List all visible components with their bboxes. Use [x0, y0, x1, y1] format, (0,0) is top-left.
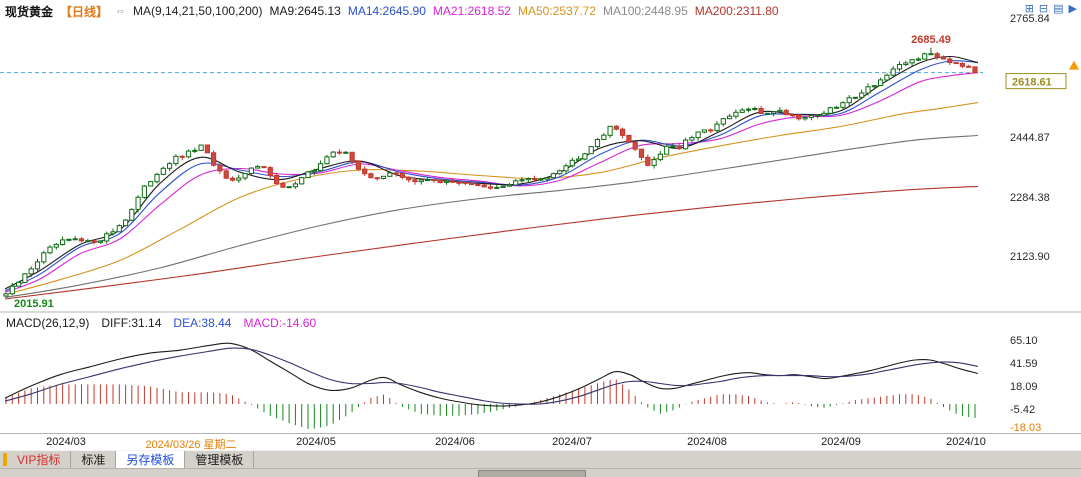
svg-text:2765.84: 2765.84 [1010, 13, 1050, 25]
ma21-value-label: MA21:2618.52 [432, 4, 511, 18]
link-icon[interactable]: ⇔ [115, 5, 127, 17]
svg-text:2123.90: 2123.90 [1010, 251, 1050, 263]
x-axis-label-2024-10: 2024/10 [946, 436, 986, 448]
tab-vip-indicator[interactable]: VIP指标 [7, 451, 72, 468]
macd-params-label: MACD(26,12,9) [6, 316, 90, 330]
macd-header: MACD(26,12,9) DIFF:31.14 DEA:38.44 MACD:-14… [6, 316, 316, 330]
price-direction-arrow-icon [1069, 60, 1079, 70]
ma-values-group: MA9:2645.13 MA14:2645.90 MA21:2618.52 MA50:… [269, 4, 785, 18]
main-chart[interactable]: 2685.49 2015.91 2765.84 2444.87 2284.38 2123.… [0, 0, 1081, 434]
diff-value-label: DIFF:31.14 [101, 316, 162, 330]
header-toolbar: ⊞ ⊟ ▤ ▶ [1025, 3, 1077, 15]
diff-line [4, 342, 979, 407]
macd-axis: 65.10 41.59 18.09 -5.42 -18.03 [1010, 335, 1041, 434]
ma50-line [4, 102, 979, 296]
svg-text:18.09: 18.09 [1010, 381, 1038, 393]
horizontal-scrollbar[interactable] [0, 468, 1081, 477]
x-axis-labels: 2024/03 2024/03/26 星期二 2024/05 2024/06 2024/… [0, 436, 1081, 451]
ma14-line [4, 60, 979, 292]
multi-chart-icon[interactable]: ⊟ [1038, 3, 1049, 15]
svg-text:65.10: 65.10 [1010, 335, 1038, 347]
macd-histogram [5, 379, 976, 429]
x-axis-label-2024-09: 2024/09 [821, 436, 861, 448]
current-price-tag: 2618.61 [1005, 60, 1079, 90]
x-axis-label-2024-08: 2024/08 [687, 436, 727, 448]
price-axis: 2765.84 2444.87 2284.38 2123.90 [1010, 13, 1050, 263]
x-axis-label-2024-06: 2024/06 [435, 436, 475, 448]
svg-text:-5.42: -5.42 [1010, 404, 1035, 416]
scrollbar-thumb[interactable] [478, 470, 586, 477]
ma-lines [4, 55, 979, 300]
ma100-value-label: MA100:2448.95 [603, 4, 688, 18]
ma-settings-label[interactable]: MA(9,14,21,50,100,200) [133, 4, 263, 18]
svg-text:2618.61: 2618.61 [1012, 77, 1052, 89]
list-view-icon[interactable]: ▤ [1053, 3, 1064, 15]
tile-grid-icon[interactable]: ⊞ [1024, 3, 1034, 15]
ma200-value-label: MA200:2311.80 [694, 4, 779, 18]
x-axis-label-2024-03: 2024/03 [46, 436, 86, 448]
dea-line [4, 347, 979, 405]
tab-accent-marker [3, 453, 7, 466]
symbol-name[interactable]: 现货黄金 [5, 4, 54, 19]
template-tabbar: VIP指标 标准 另存模板 管理模板 [0, 450, 1081, 468]
ma50-value-label: MA50:2537.72 [517, 4, 597, 18]
period-label[interactable]: 【日线】 [60, 4, 109, 19]
macd-value-label: MACD:-14.60 [243, 316, 317, 330]
x-axis-label-2024-05: 2024/05 [296, 436, 336, 448]
x-axis-label-2024-07: 2024/07 [552, 436, 592, 448]
ma100-line [4, 134, 979, 299]
collapse-panel-icon[interactable]: ▶ [1068, 3, 1077, 15]
chart-header: 现货黄金 【日线】 ⇔ MA(9,14,21,50,100,200) MA9:2… [5, 2, 1081, 20]
ma14-value-label: MA14:2645.90 [347, 4, 426, 18]
tab-standard[interactable]: 标准 [71, 451, 117, 468]
high-price-annotation: 2685.49 [911, 34, 951, 46]
ma9-line [4, 55, 979, 290]
ma9-value-label: MA9:2645.13 [269, 4, 341, 18]
svg-text:2444.87: 2444.87 [1010, 132, 1050, 144]
selected-date-label: 2024/03/26 星期二 [145, 439, 237, 451]
low-price-annotation: 2015.91 [14, 298, 54, 310]
candlestick-series [3, 47, 978, 297]
svg-text:2284.38: 2284.38 [1010, 192, 1050, 204]
tab-manage-template[interactable]: 管理模板 [185, 451, 255, 468]
ma200-line [4, 185, 979, 300]
macd-bottom-value: -18.03 [1010, 422, 1041, 434]
dea-value-label: DEA:38.44 [173, 316, 232, 330]
svg-text:41.59: 41.59 [1010, 358, 1038, 370]
tab-save-template[interactable]: 另存模板 [116, 451, 186, 468]
